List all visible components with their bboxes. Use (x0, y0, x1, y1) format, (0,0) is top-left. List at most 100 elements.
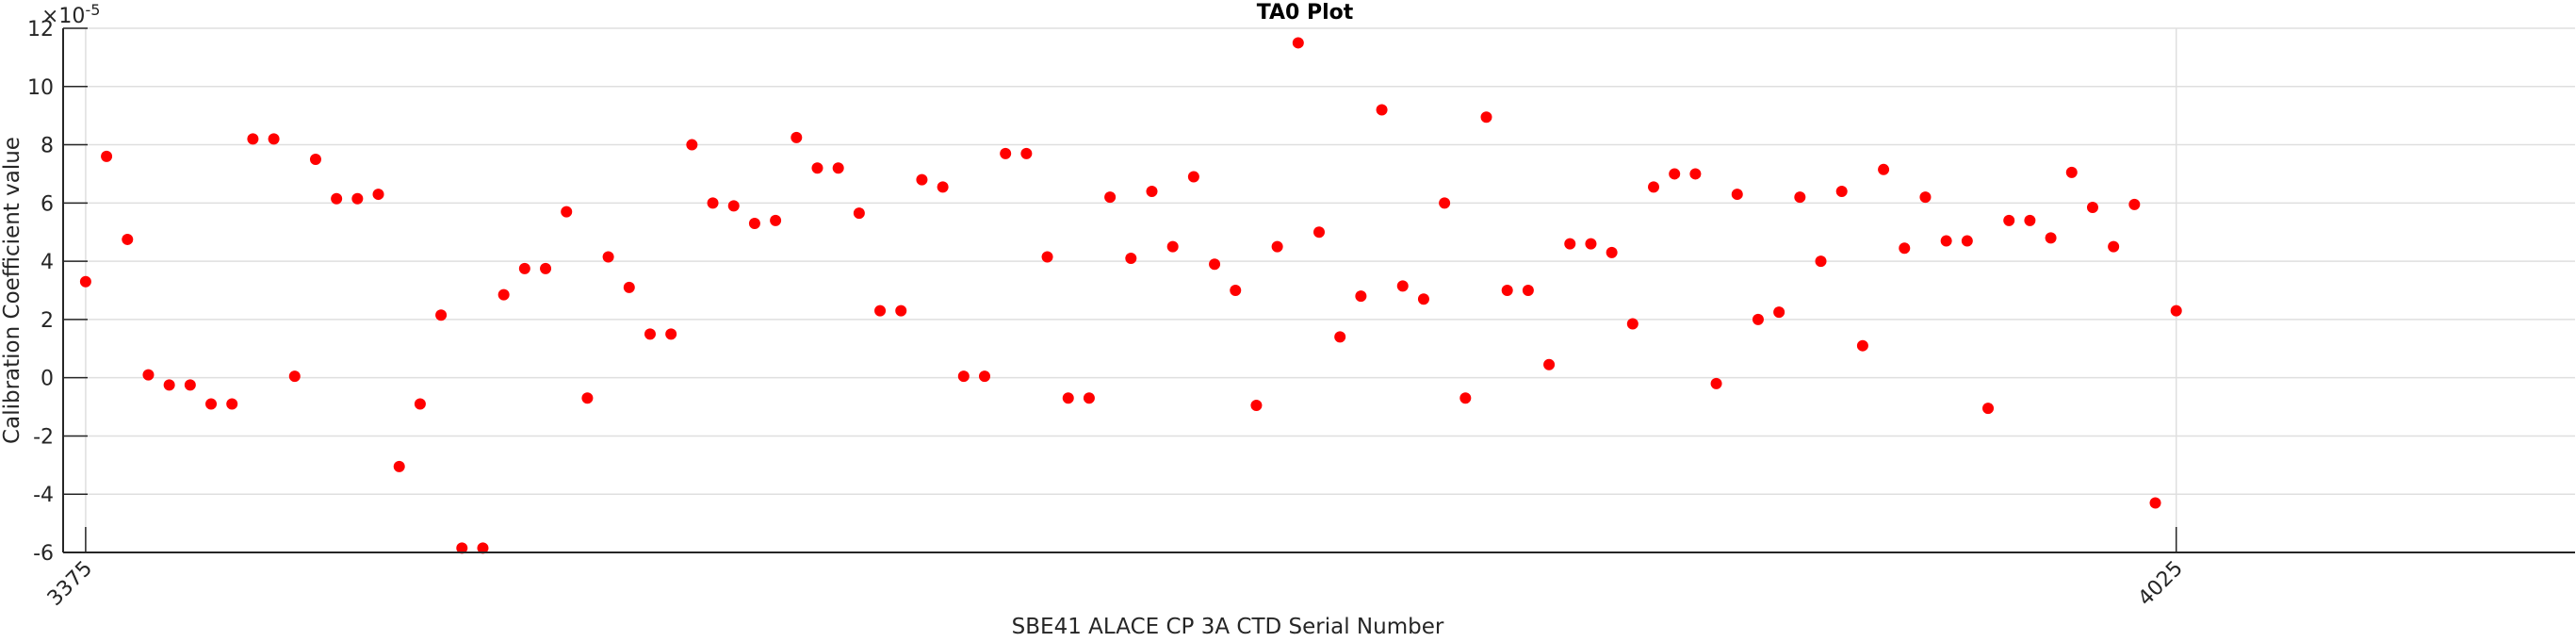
y-tick-label: -6 (33, 542, 54, 566)
y-exponent-label: ×10-5 (41, 1, 100, 28)
data-point (101, 150, 113, 162)
data-point (1752, 313, 1764, 325)
y-tick-label: 0 (41, 368, 54, 391)
data-point (1626, 318, 1639, 330)
grid-lines (63, 27, 2575, 553)
data-points (79, 37, 2182, 554)
data-point (477, 542, 489, 554)
data-point (1417, 293, 1429, 305)
data-point (791, 131, 803, 143)
data-point (518, 262, 530, 274)
data-point (351, 192, 364, 205)
data-point (2170, 305, 2182, 317)
axes (62, 27, 2575, 553)
data-point (1459, 392, 1472, 404)
data-point (1564, 238, 1576, 250)
data-point (1919, 191, 1932, 204)
data-point (309, 154, 321, 165)
data-point (602, 251, 614, 263)
data-point (1794, 191, 1806, 204)
data-point (957, 370, 970, 383)
data-point (2003, 214, 2015, 226)
data-point (184, 379, 196, 391)
data-point (2024, 214, 2036, 226)
data-point (2045, 232, 2057, 244)
data-point (1166, 240, 1179, 253)
data-point (895, 305, 907, 317)
data-point (268, 133, 280, 145)
y-exponent-base: ×10 (41, 5, 85, 28)
data-point (1000, 147, 1012, 159)
y-tick-label: -4 (33, 484, 54, 507)
y-exponent-power: -5 (85, 1, 100, 19)
y-tick-label: 10 (27, 76, 54, 100)
data-point (1062, 392, 1074, 404)
data-point (1041, 251, 1053, 263)
data-point (1669, 168, 1681, 180)
data-point (1250, 400, 1263, 412)
data-point (2128, 198, 2141, 210)
data-point (1543, 358, 1556, 370)
data-point (1648, 181, 1660, 193)
data-point (393, 460, 405, 472)
data-point (1501, 285, 1513, 296)
data-point (1710, 377, 1722, 389)
y-tick-label: 4 (41, 251, 54, 274)
data-point (1396, 280, 1409, 292)
data-point (874, 305, 887, 317)
data-point (1689, 168, 1702, 180)
data-point (1940, 235, 1952, 247)
data-point (916, 173, 928, 186)
data-point (1961, 235, 1973, 247)
data-point (1815, 255, 1827, 268)
data-point (811, 162, 823, 174)
data-point (832, 162, 844, 174)
data-point (727, 200, 740, 212)
data-point (1480, 111, 1492, 123)
data-point (1585, 238, 1597, 250)
data-point (1835, 185, 1848, 197)
data-point (1856, 339, 1868, 352)
data-point (226, 398, 238, 410)
data-point (163, 379, 175, 391)
data-point (707, 197, 719, 209)
data-point (2065, 166, 2078, 178)
data-point (1146, 185, 1158, 197)
data-point (1230, 285, 1242, 296)
data-point (644, 328, 656, 340)
data-point (1731, 189, 1743, 201)
data-point (665, 328, 677, 340)
chart-title: TA0 Plot (1257, 1, 1354, 25)
data-point (623, 281, 635, 293)
y-axis-label: Calibration Coefficient value (0, 137, 24, 444)
data-point (937, 181, 949, 193)
data-point (1606, 246, 1618, 258)
data-point (205, 398, 218, 410)
y-tick-label: 6 (41, 192, 54, 216)
data-point (456, 542, 468, 554)
data-point (1878, 163, 1890, 175)
data-point (1271, 240, 1283, 253)
data-point (2149, 497, 2161, 509)
data-point (1125, 253, 1137, 265)
data-point (122, 233, 134, 245)
data-point (978, 370, 990, 383)
data-point (1439, 197, 1451, 209)
x-axis-label: SBE41 ALACE CP 3A CTD Serial Number (1012, 615, 1444, 638)
data-point (331, 192, 343, 205)
data-point (1899, 242, 1911, 255)
data-point (770, 214, 782, 226)
data-point (748, 217, 760, 229)
x-tick-label: 4025 (2134, 557, 2188, 611)
data-point (1982, 403, 1995, 415)
data-point (142, 369, 155, 381)
data-point (1355, 290, 1367, 303)
data-point (561, 206, 573, 218)
data-point (1292, 37, 1304, 49)
data-point (288, 370, 301, 383)
data-point (686, 139, 698, 151)
data-point (1020, 147, 1033, 159)
data-point (1209, 258, 1221, 271)
